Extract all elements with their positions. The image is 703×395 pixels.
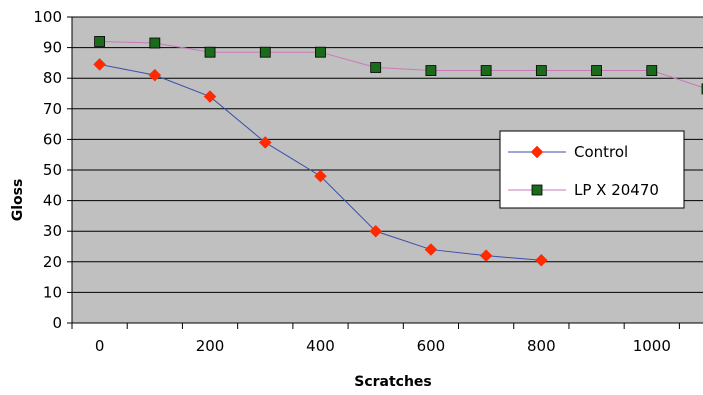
- data-point-lp-x-20470: [94, 36, 106, 47]
- y-tick-label: 30: [43, 222, 62, 240]
- x-tick-label: 0: [95, 337, 105, 355]
- data-point-lp-x-20470: [591, 65, 602, 76]
- x-tick-label: 600: [417, 337, 446, 355]
- data-point-lp-x-20470: [646, 65, 658, 76]
- y-tick-label: 50: [43, 161, 62, 179]
- x-axis: 0 200 400 600 800 1000: [71, 322, 703, 355]
- y-tick-label: 80: [43, 69, 62, 87]
- y-tick-label: 60: [43, 130, 62, 148]
- y-axis-title: Gloss: [10, 179, 26, 222]
- series-line-lp-x-20470: [99, 40, 703, 89]
- x-tick-label: 200: [196, 337, 225, 355]
- legend-item-lpx: LP X 20470: [508, 181, 659, 199]
- data-point-control: [369, 224, 383, 238]
- data-point-lp-x-20470: [370, 62, 382, 73]
- data-point-lp-x-20470: [259, 46, 271, 58]
- legend-label-lpx: LP X 20470: [574, 181, 659, 199]
- x-tick-label: 800: [527, 337, 556, 355]
- data-point-control: [148, 68, 162, 82]
- data-point-control: [258, 136, 272, 149]
- data-point-lp-x-20470: [535, 65, 547, 76]
- legend-marker-lpx: [531, 184, 543, 196]
- data-point-lp-x-20470: [204, 46, 216, 58]
- y-axis: 0 10 20 30 40 50 60 70 80 90 100: [33, 8, 73, 332]
- x-axis-title: Scratches: [354, 374, 432, 390]
- y-tick-label: 10: [43, 283, 62, 301]
- y-tick-label: 90: [43, 39, 62, 57]
- series-layer: [93, 36, 703, 267]
- data-point-lp-x-20470: [480, 65, 492, 76]
- x-tick-label: 1000: [633, 337, 671, 355]
- data-point-control: [424, 243, 438, 256]
- y-tick-label: 40: [43, 192, 62, 210]
- legend-label-control: Control: [574, 143, 628, 161]
- y-tick-label: 70: [43, 100, 62, 118]
- y-tick-label: 20: [43, 253, 62, 271]
- data-point-control: [479, 249, 493, 263]
- y-tick-label: 0: [52, 314, 62, 332]
- legend-box: [499, 130, 685, 209]
- data-point-control: [93, 58, 106, 71]
- data-point-control: [534, 253, 548, 267]
- data-point-control: [314, 169, 327, 183]
- y-tick-label: 100: [33, 8, 62, 26]
- data-point-lp-x-20470: [149, 37, 161, 49]
- legend: Control LP X 20470: [499, 130, 685, 209]
- data-point-lp-x-20470: [315, 46, 326, 58]
- x-tick-label: 400: [306, 337, 335, 355]
- legend-item-control: Control: [508, 143, 628, 161]
- data-point-control: [203, 90, 217, 103]
- legend-marker-control: [530, 145, 544, 159]
- data-point-lp-x-20470: [425, 65, 437, 76]
- grid-lines: [72, 16, 703, 293]
